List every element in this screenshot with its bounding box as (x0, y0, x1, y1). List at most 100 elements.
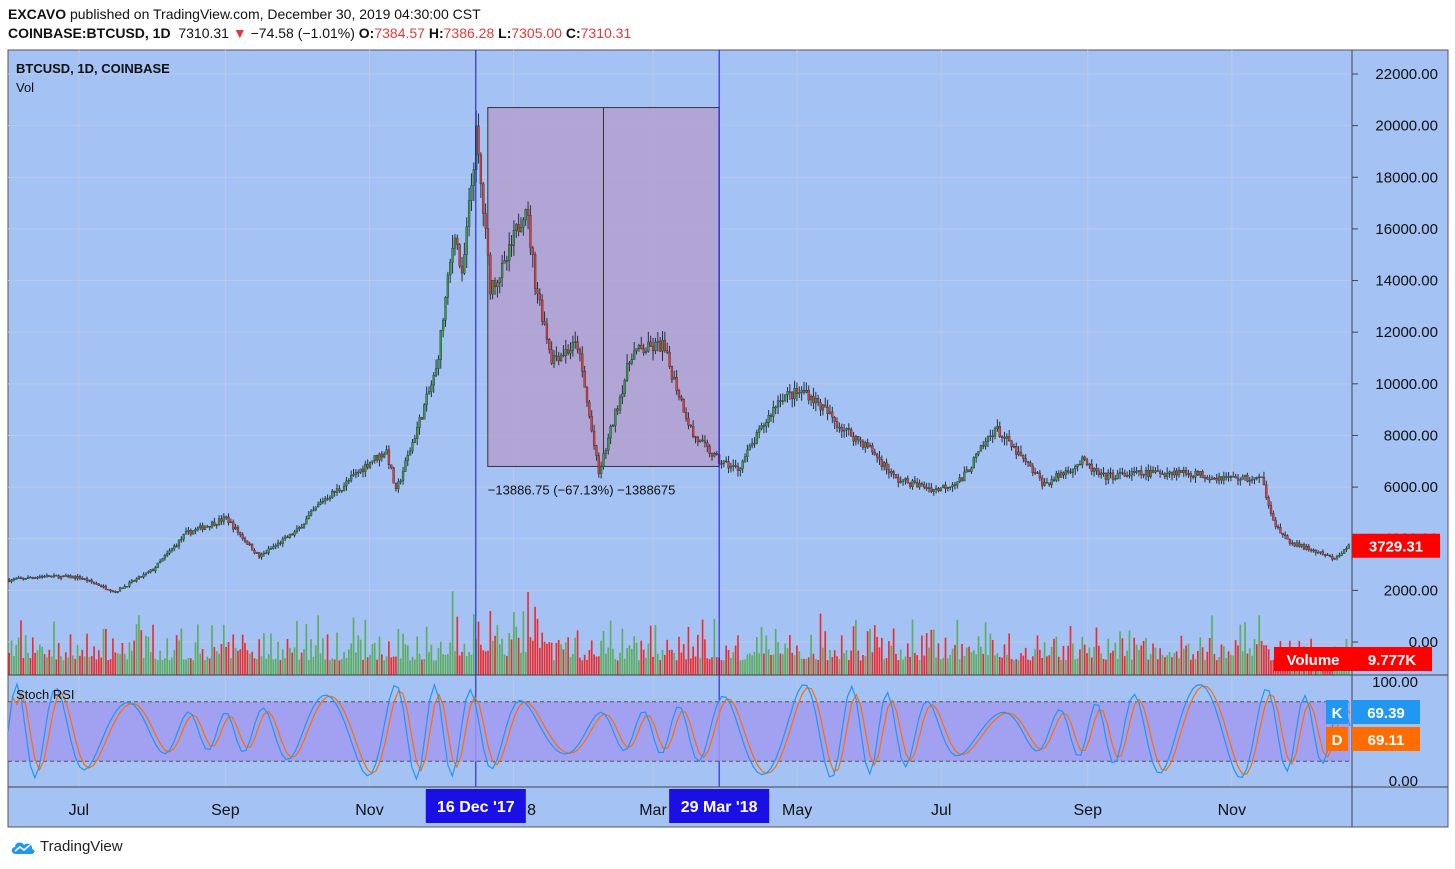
volume-bars (8, 591, 1350, 675)
volume-bar (836, 656, 838, 675)
volume-bar (1135, 644, 1138, 675)
candle-body (875, 454, 879, 458)
volume-bar (430, 644, 433, 675)
candle-body (942, 484, 945, 489)
candle-body (390, 464, 393, 469)
volume-bar (1062, 645, 1065, 675)
candle-body (1104, 472, 1108, 480)
candle-body (828, 411, 832, 415)
candle-body (260, 553, 263, 558)
volume-bar (734, 645, 737, 675)
vol-legend[interactable]: Vol (16, 80, 34, 95)
candle-body (826, 407, 829, 415)
volume-bar (998, 656, 1001, 675)
candle-body (510, 244, 513, 246)
volume-bar (763, 653, 765, 675)
volume-bar (487, 650, 489, 675)
volume-bar (345, 657, 348, 675)
stoch-legend[interactable]: Stoch RSI (16, 687, 75, 702)
volume-bar (906, 643, 909, 675)
candle-body (472, 169, 475, 186)
time-tick-label: Mar (639, 802, 667, 819)
down-arrow-icon: ▼ (232, 25, 247, 41)
volume-bar (1116, 658, 1119, 675)
volume-bar (133, 640, 136, 675)
candle-body (574, 341, 577, 344)
candle-body (750, 443, 754, 447)
candle-body (1208, 478, 1211, 481)
candle-body (1170, 471, 1174, 476)
candle-body (335, 488, 339, 493)
candle-body (486, 228, 490, 256)
volume-bar (208, 658, 211, 675)
candle-body (524, 209, 527, 221)
volume-bar (687, 626, 690, 675)
candle-body (918, 483, 921, 488)
candle-body (1078, 463, 1082, 466)
candle-body (64, 575, 67, 577)
volume-bar (539, 647, 541, 675)
candle-body (722, 460, 725, 464)
candle-body (1019, 451, 1023, 456)
candle-body (725, 460, 728, 463)
volume-bar (222, 624, 225, 675)
candle-body (897, 477, 900, 483)
volume-bar (918, 659, 921, 675)
volume-bar (713, 618, 716, 675)
volume-bar (661, 649, 664, 675)
volume-bar (39, 644, 41, 675)
volume-bar (536, 618, 539, 675)
candle-body (996, 426, 999, 429)
candle-body (434, 368, 438, 376)
volume-bar (1008, 633, 1011, 675)
candle-body (791, 391, 794, 400)
volume-bar (1102, 658, 1105, 675)
o-label: O: (358, 25, 375, 41)
candle-body (526, 209, 530, 216)
candle-body (1274, 520, 1277, 527)
publisher-name[interactable]: EXCAVO (8, 6, 67, 22)
volume-bar (1119, 631, 1121, 675)
tradingview-logo[interactable]: TradingView (10, 838, 123, 855)
volume-bar (428, 652, 430, 675)
candle-body (135, 578, 138, 582)
volume-bar (656, 653, 659, 675)
volume-bar (765, 635, 768, 675)
candle-body (576, 341, 579, 350)
candle-body (210, 521, 214, 528)
main-legend[interactable]: BTCUSD, 1D, COINBASE (16, 61, 170, 76)
volume-bar (666, 639, 669, 675)
volume-bar (711, 657, 713, 675)
volume-bar (977, 636, 980, 675)
candle-body (350, 475, 353, 481)
volume-bar (218, 653, 220, 675)
volume-bar (1187, 643, 1190, 675)
candle-body (453, 237, 457, 249)
volume-bar (784, 643, 786, 675)
volume-bar (527, 592, 529, 675)
volume-bar (199, 653, 202, 675)
volume-bar (484, 651, 487, 675)
volume-bar (442, 654, 444, 675)
volume-bar (1003, 644, 1006, 675)
volume-bar (357, 635, 360, 675)
candle-body (458, 244, 461, 267)
volume-bar (685, 659, 687, 675)
date-marker-badge (669, 789, 770, 823)
candle-body (477, 125, 480, 156)
volume-bar (232, 634, 235, 675)
volume-bar (515, 626, 518, 675)
candle-body (102, 585, 105, 588)
candle-body (373, 455, 376, 461)
volume-bar (1126, 650, 1128, 675)
volume-bar (772, 654, 775, 675)
volume-bar (593, 654, 595, 675)
volume-bar (187, 657, 190, 675)
volume-bar (1246, 653, 1249, 675)
candle-body (529, 215, 532, 249)
volume-bar (873, 625, 876, 675)
volume-bar (1171, 657, 1173, 675)
volume-bar (399, 658, 402, 675)
volume-bar (46, 657, 48, 675)
